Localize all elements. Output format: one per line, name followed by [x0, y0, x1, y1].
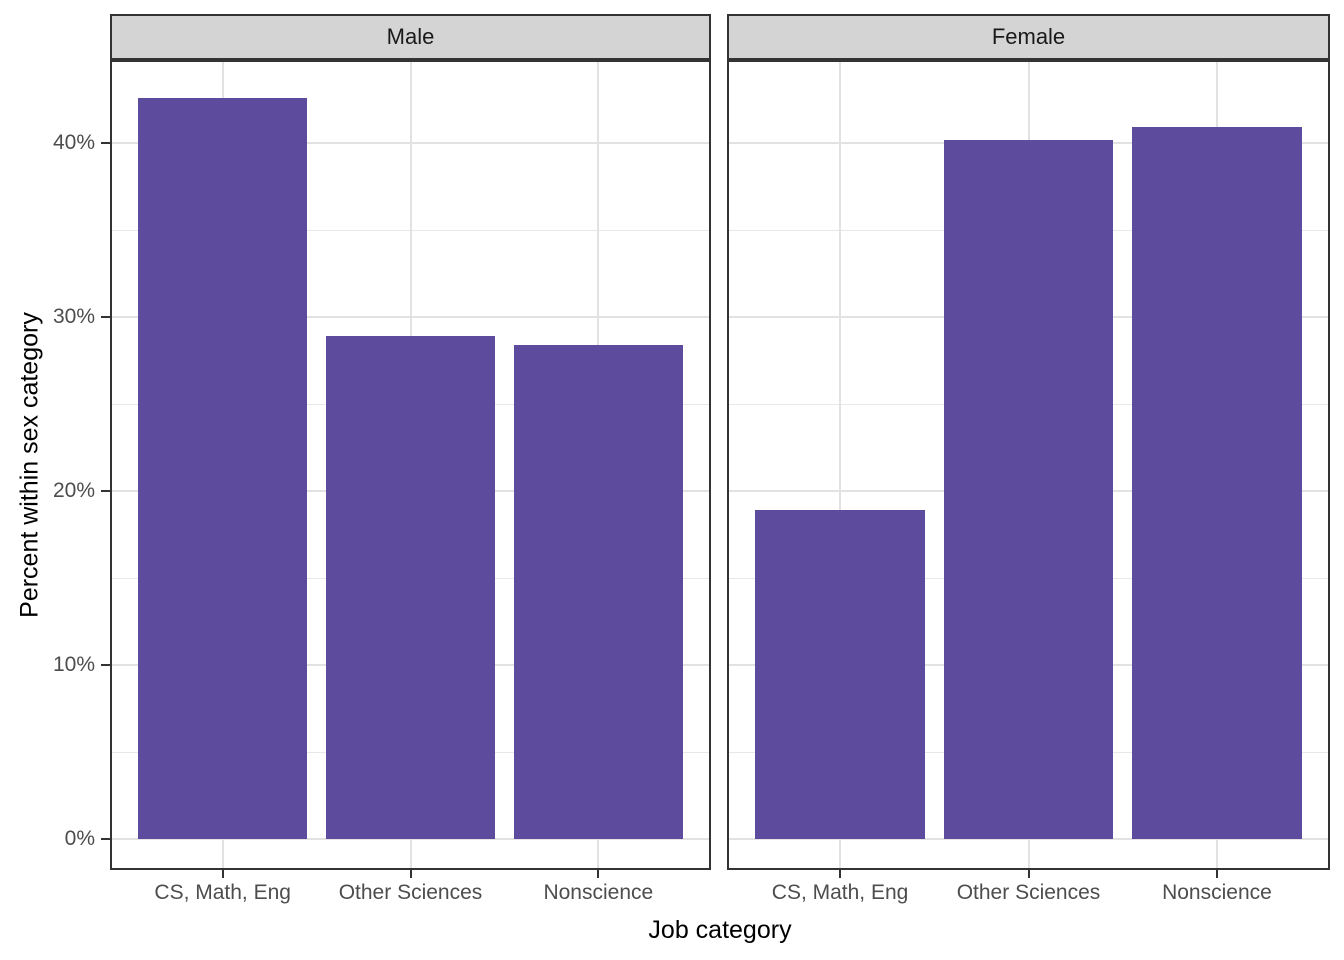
facet-strip-label: Female [991, 24, 1066, 49]
y-tick-label: 30% [52, 305, 95, 328]
x-tick-label: CS, Math, Eng [154, 881, 291, 904]
x-tick-label: CS, Math, Eng [771, 881, 909, 904]
y-tick [101, 838, 110, 840]
y-tick [101, 142, 110, 144]
facet-strip-label: Male [386, 24, 435, 49]
y-tick [101, 664, 110, 666]
bar-female-nonscience [1132, 127, 1302, 839]
y-tick [101, 490, 110, 492]
bar-female-cs-math-eng [755, 510, 925, 839]
y-tick-label: 20% [52, 479, 95, 502]
facet-strip-female: Female [727, 14, 1330, 60]
x-tick [1215, 870, 1218, 878]
facet-strip-male: Male [110, 14, 711, 60]
x-tick [1027, 870, 1030, 878]
gridline-x [839, 60, 842, 870]
x-tick [839, 870, 842, 878]
x-tick [409, 870, 412, 878]
y-tick-label: 10% [52, 653, 95, 676]
x-tick-label: Other Sciences [338, 881, 483, 904]
y-axis-title: Percent within sex category [15, 312, 44, 618]
y-tick-label: 40% [52, 131, 95, 154]
x-tick [597, 870, 600, 878]
x-axis-title: Job category [648, 916, 792, 944]
x-tick [221, 870, 224, 878]
y-tick [101, 316, 110, 318]
y-tick-label: 0% [64, 827, 95, 850]
x-tick-label: Nonscience [1162, 881, 1272, 904]
bar-male-cs-math-eng [138, 97, 308, 839]
bar-male-nonscience [513, 344, 683, 839]
bar-male-other-sciences [325, 336, 496, 839]
x-tick-label: Nonscience [543, 881, 654, 904]
bar-female-other-sciences [943, 139, 1114, 839]
x-tick-label: Other Sciences [956, 881, 1101, 904]
